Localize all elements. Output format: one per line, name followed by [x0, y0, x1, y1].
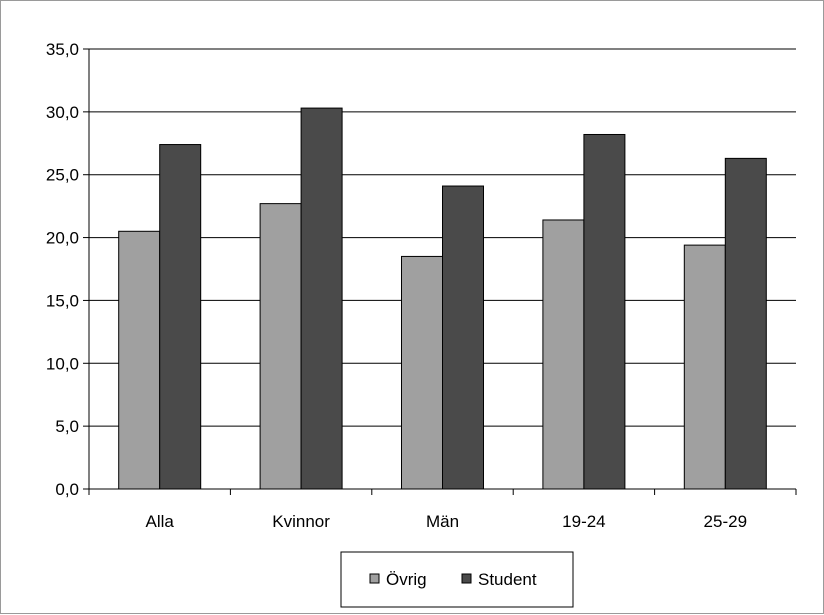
bar-student-män	[442, 185, 484, 490]
legend-swatch-student	[461, 573, 472, 584]
legend-label-student: Student	[478, 570, 537, 589]
bar-övrig-män	[401, 255, 443, 490]
bar-student-19-24	[583, 133, 626, 490]
legend: Övrig Student	[340, 551, 574, 608]
bar-student-kvinnor	[300, 107, 343, 490]
axes	[83, 48, 797, 495]
x-tick-label: Alla	[146, 512, 175, 531]
y-tick-label: 25,0	[46, 166, 79, 185]
x-tick-label: 19-24	[562, 512, 605, 531]
bars	[118, 107, 767, 490]
x-tick-label: Kvinnor	[272, 512, 330, 531]
bar-övrig-19-24	[542, 219, 585, 490]
y-tick-label: 35,0	[46, 40, 79, 59]
axis-labels: 0,0 5,0 10,0 15,0 20,0 25,0 30,0 35,0 Alla Kvinno…	[46, 40, 747, 531]
legend-box	[340, 551, 574, 608]
bar-student-alla	[159, 144, 202, 490]
y-tick-label: 15,0	[46, 291, 79, 310]
y-tick-label: 10,0	[46, 354, 79, 373]
legend-swatch-övrig	[369, 573, 380, 584]
bar-övrig-25-29	[683, 244, 726, 490]
y-tick-label: 30,0	[46, 103, 79, 122]
y-tick-label: 20,0	[46, 229, 79, 248]
bar-student-25-29	[724, 157, 767, 490]
legend-label-övrig: Övrig	[386, 570, 427, 589]
y-tick-label: 5,0	[55, 417, 79, 436]
x-tick-label: 25-29	[704, 512, 747, 531]
x-tick-label: Män	[426, 512, 459, 531]
bar-övrig-alla	[118, 230, 161, 490]
y-tick-label: 0,0	[55, 480, 79, 499]
bar-övrig-kvinnor	[259, 203, 302, 490]
